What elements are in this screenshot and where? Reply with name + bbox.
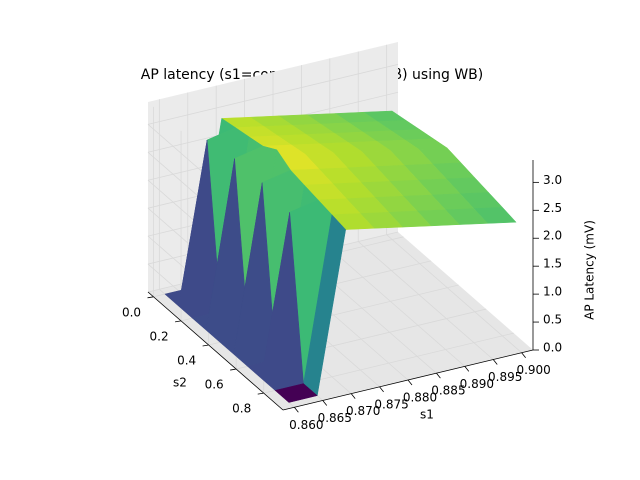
x-tick-label: 0.900 [516, 363, 550, 377]
z-tick-label: 2.5 [543, 201, 562, 215]
tick-mark [174, 320, 182, 323]
y-tick-label: 0.4 [177, 353, 196, 367]
z-tick-label: 1.0 [543, 285, 562, 299]
y-tick-label: 0.6 [205, 378, 224, 392]
z-tick-label: 3.0 [543, 173, 562, 187]
z-tick-label: 2.0 [543, 229, 562, 243]
grid-line [329, 248, 466, 367]
y-tick-label: 0.2 [150, 329, 169, 343]
z-tick-label: 0.5 [543, 313, 562, 327]
y-tick-label: 0.8 [232, 402, 251, 416]
x-tick-label: 0.895 [488, 370, 522, 384]
x-tick-label: 0.870 [346, 404, 380, 418]
tick-mark [230, 368, 237, 371]
tick-mark [350, 393, 356, 399]
x-tick-label: 0.875 [374, 397, 408, 411]
tick-mark [521, 352, 526, 358]
x-tick-label: 0.885 [431, 384, 465, 398]
surface-patch [274, 383, 318, 403]
y-tick-label: 0.0 [122, 305, 141, 319]
tick-mark [407, 379, 413, 386]
grid-line [147, 63, 399, 125]
y-axis-line [147, 291, 284, 411]
y-axis-label: s2 [173, 376, 187, 390]
tick-mark [257, 392, 264, 395]
x-axis-label: s1 [420, 408, 434, 422]
x-axis-line [282, 349, 534, 411]
grid-line [357, 241, 494, 360]
tick-mark [464, 366, 470, 372]
x-tick-label: 0.880 [403, 391, 437, 405]
tick-mark [147, 296, 154, 299]
z-tick-label: 0.0 [543, 341, 562, 355]
x-tick-label: 0.865 [318, 411, 352, 425]
tick-mark [202, 344, 209, 347]
tick-mark [492, 359, 498, 365]
z-tick-label: 1.5 [543, 257, 562, 271]
x-tick-label: 0.860 [289, 418, 323, 432]
tick-mark [322, 400, 328, 406]
z-axis-label: AP Latency (mV) [583, 220, 597, 320]
tick-mark [436, 372, 441, 379]
tick-mark [294, 407, 299, 413]
tick-mark [379, 386, 384, 393]
grid-line [386, 234, 522, 354]
x-tick-label: 0.890 [460, 377, 494, 391]
